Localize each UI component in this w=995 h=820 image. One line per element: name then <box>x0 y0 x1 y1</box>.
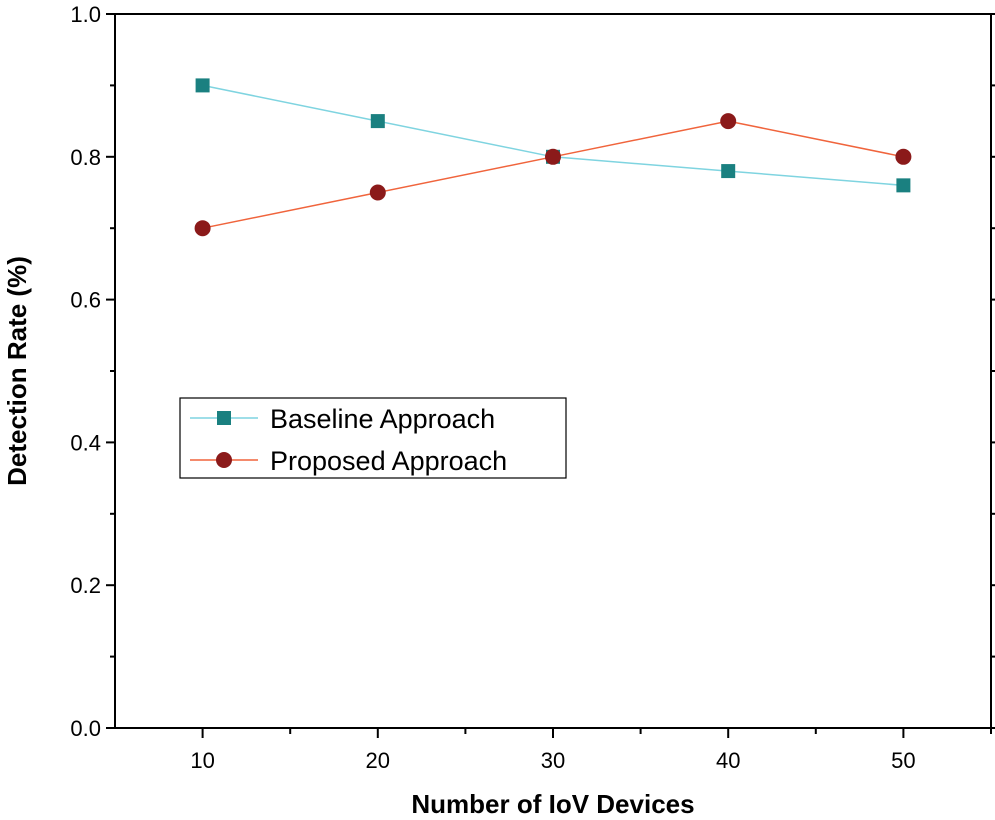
y-tick-label: 0.0 <box>70 716 101 741</box>
data-point-baseline-approach <box>721 164 736 179</box>
legend-baseline-marker <box>217 411 231 425</box>
legend-proposed-label: Proposed Approach <box>270 446 507 476</box>
data-point-proposed-approach <box>545 148 561 165</box>
data-point-proposed-approach <box>895 148 912 165</box>
legend-proposed-marker <box>216 452 232 468</box>
series-layer <box>194 78 912 237</box>
data-point-baseline-approach <box>896 178 911 193</box>
plot-frame <box>114 13 992 729</box>
x-tick-label: 40 <box>716 748 740 773</box>
y-tick-label: 0.4 <box>70 430 101 455</box>
x-tick-label: 20 <box>366 748 390 773</box>
y-tick-label: 0.2 <box>70 573 101 598</box>
y-tick-label: 1.0 <box>70 2 101 27</box>
y-tick-label: 0.6 <box>70 288 101 313</box>
y-tick-label: 0.8 <box>70 145 101 170</box>
data-point-proposed-approach <box>369 184 386 201</box>
legend-box <box>179 397 567 479</box>
x-axis-title: Number of IoV Devices <box>411 789 694 819</box>
data-point-proposed-approach <box>720 113 737 130</box>
x-tick-label: 10 <box>190 748 214 773</box>
legend: Baseline Approach Proposed Approach <box>179 397 567 479</box>
y-axis-title: Detection Rate (%) <box>2 256 32 486</box>
data-point-baseline-approach <box>370 114 385 129</box>
data-point-proposed-approach <box>194 220 211 237</box>
legend-baseline-label: Baseline Approach <box>270 404 495 434</box>
series-line-proposed-approach <box>202 120 904 229</box>
x-tick-label: 50 <box>891 748 915 773</box>
axis-ticks: 0.0 0.2 0.4 0.6 0.8 1.0 10 20 30 40 50 <box>70 2 995 773</box>
x-tick-label: 30 <box>541 748 565 773</box>
data-point-baseline-approach <box>195 78 210 93</box>
